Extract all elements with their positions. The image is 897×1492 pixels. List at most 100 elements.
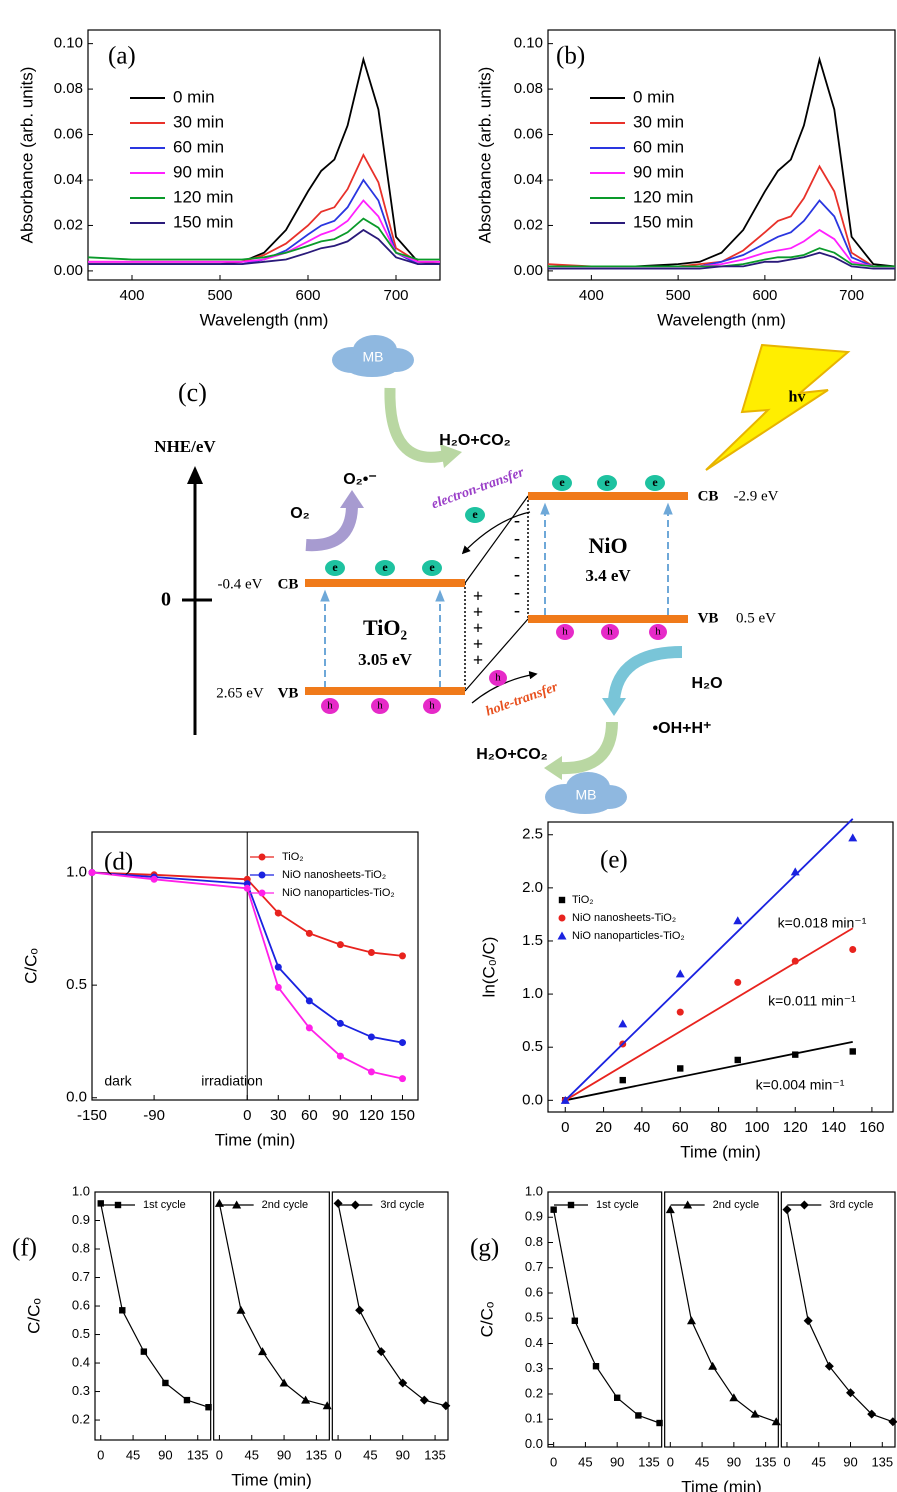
legend-label: 1st cycle xyxy=(143,1199,186,1211)
x-tick-label: 60 xyxy=(301,1107,318,1124)
y-tick-label: 0.3 xyxy=(525,1360,543,1375)
marker xyxy=(334,1199,343,1208)
x-tick-label: 90 xyxy=(332,1107,349,1124)
marker xyxy=(259,872,266,879)
legend-label: NiO nanoparticles-TiO₂ xyxy=(572,930,685,942)
y-tick-label: 0.06 xyxy=(54,126,83,143)
x-tick-label: 45 xyxy=(812,1454,826,1469)
electron-transfer-label: electron-transfer xyxy=(430,465,527,513)
legend-label: 90 min xyxy=(633,162,684,181)
x-tick-label: 135 xyxy=(306,1447,328,1462)
series-line xyxy=(787,1210,893,1422)
series-line xyxy=(670,1210,776,1422)
marker xyxy=(151,876,158,883)
legend-label: 150 min xyxy=(633,212,693,231)
marker xyxy=(275,964,282,971)
x-tick-label: 0 xyxy=(216,1447,223,1462)
marker xyxy=(550,1206,556,1212)
series-line xyxy=(101,1203,209,1407)
marker xyxy=(368,949,375,956)
electron-label: e xyxy=(382,560,388,574)
marker xyxy=(355,1306,364,1315)
x-tick-label: 90 xyxy=(158,1447,172,1462)
arrowhead xyxy=(340,490,364,508)
diagram: (c) NHE/eV 0 hv MB MB H₂O+CO₂ H₂O+CO₂ O₂… xyxy=(154,335,848,814)
plot-frame xyxy=(665,1192,779,1447)
annotation: k=0.018 min⁻¹ xyxy=(778,915,867,931)
y-tick-label: 0.2 xyxy=(72,1411,90,1426)
marker xyxy=(618,1019,627,1027)
legend-label: 3rd cycle xyxy=(829,1199,873,1211)
x-tick-label: 135 xyxy=(871,1454,893,1469)
negative-charge: - xyxy=(514,546,520,566)
cloud-label: MB xyxy=(363,349,384,365)
x-tick-label: 90 xyxy=(727,1454,741,1469)
x-tick-label: 160 xyxy=(859,1119,884,1136)
y-tick-label: 2.0 xyxy=(522,879,543,896)
x-tick-label: 400 xyxy=(119,287,144,304)
negative-charge: - xyxy=(514,564,520,584)
x-tick-label: 150 xyxy=(390,1107,415,1124)
negative-charge: - xyxy=(514,528,520,548)
y-tick-label: 0.0 xyxy=(522,1091,543,1108)
y-tick-label: 0.5 xyxy=(525,1310,543,1325)
x-tick-label: 120 xyxy=(359,1107,384,1124)
x-tick-label: 90 xyxy=(843,1454,857,1469)
marker xyxy=(620,1077,626,1083)
marker xyxy=(306,997,313,1004)
marker xyxy=(236,1306,245,1314)
x-tick-label: 80 xyxy=(710,1119,727,1136)
marker xyxy=(792,1051,798,1057)
y-tick-label: 0.9 xyxy=(525,1209,543,1224)
marker xyxy=(306,930,313,937)
marker xyxy=(804,1316,813,1325)
marker xyxy=(275,984,282,991)
marker xyxy=(275,910,282,917)
x-tick-label: 0 xyxy=(667,1454,674,1469)
marker xyxy=(205,1404,211,1410)
hole-label: h xyxy=(327,700,333,712)
electron-label: e xyxy=(604,475,610,489)
plot-frame xyxy=(548,30,895,280)
annotation: irradiation xyxy=(201,1073,262,1089)
hole-label: h xyxy=(562,626,568,638)
marker xyxy=(337,1020,344,1027)
y-tick-label: 0.00 xyxy=(54,262,83,279)
marker xyxy=(399,1075,406,1082)
y-tick-label: 0.08 xyxy=(514,80,543,97)
hole-label: h xyxy=(429,700,435,712)
band-energy: -2.9 eV xyxy=(734,488,779,504)
y-tick-label: 0.3 xyxy=(72,1383,90,1398)
products-label: H₂O+CO₂ xyxy=(476,746,548,763)
marker xyxy=(559,915,566,922)
legend-label: 90 min xyxy=(173,162,224,181)
legend-label: 60 min xyxy=(633,137,684,156)
y-tick-label: 0.02 xyxy=(514,216,543,233)
annotation: k=0.011 min⁻¹ xyxy=(768,993,856,1009)
x-tick-label: 90 xyxy=(610,1454,624,1469)
x-tick-label: 700 xyxy=(839,287,864,304)
plot-frame xyxy=(88,30,440,280)
marker xyxy=(687,1316,696,1324)
band-gap: 3.4 eV xyxy=(585,566,631,585)
marker xyxy=(337,1053,344,1060)
x-tick-label: 45 xyxy=(578,1454,592,1469)
y-tick-label: 0.7 xyxy=(72,1269,90,1284)
marker xyxy=(141,1348,147,1354)
y-tick-label: 0.02 xyxy=(54,216,83,233)
arrowhead xyxy=(602,698,626,716)
y-tick-label: 0.06 xyxy=(514,126,543,143)
marker xyxy=(800,1201,809,1210)
marker xyxy=(782,1205,791,1214)
y-tick-label: 0.4 xyxy=(72,1354,90,1369)
x-tick-label: 140 xyxy=(821,1119,846,1136)
x-tick-label: 135 xyxy=(638,1454,660,1469)
legend-label: 0 min xyxy=(633,87,675,106)
y-axis-label: Absorbance (arb. units) xyxy=(475,67,494,244)
marker xyxy=(280,1378,289,1386)
x-tick-label: 135 xyxy=(424,1447,446,1462)
y-tick-label: 0.10 xyxy=(54,35,83,52)
marker xyxy=(735,1057,741,1063)
axis-label: NHE/eV xyxy=(154,437,216,456)
marker xyxy=(337,941,344,948)
